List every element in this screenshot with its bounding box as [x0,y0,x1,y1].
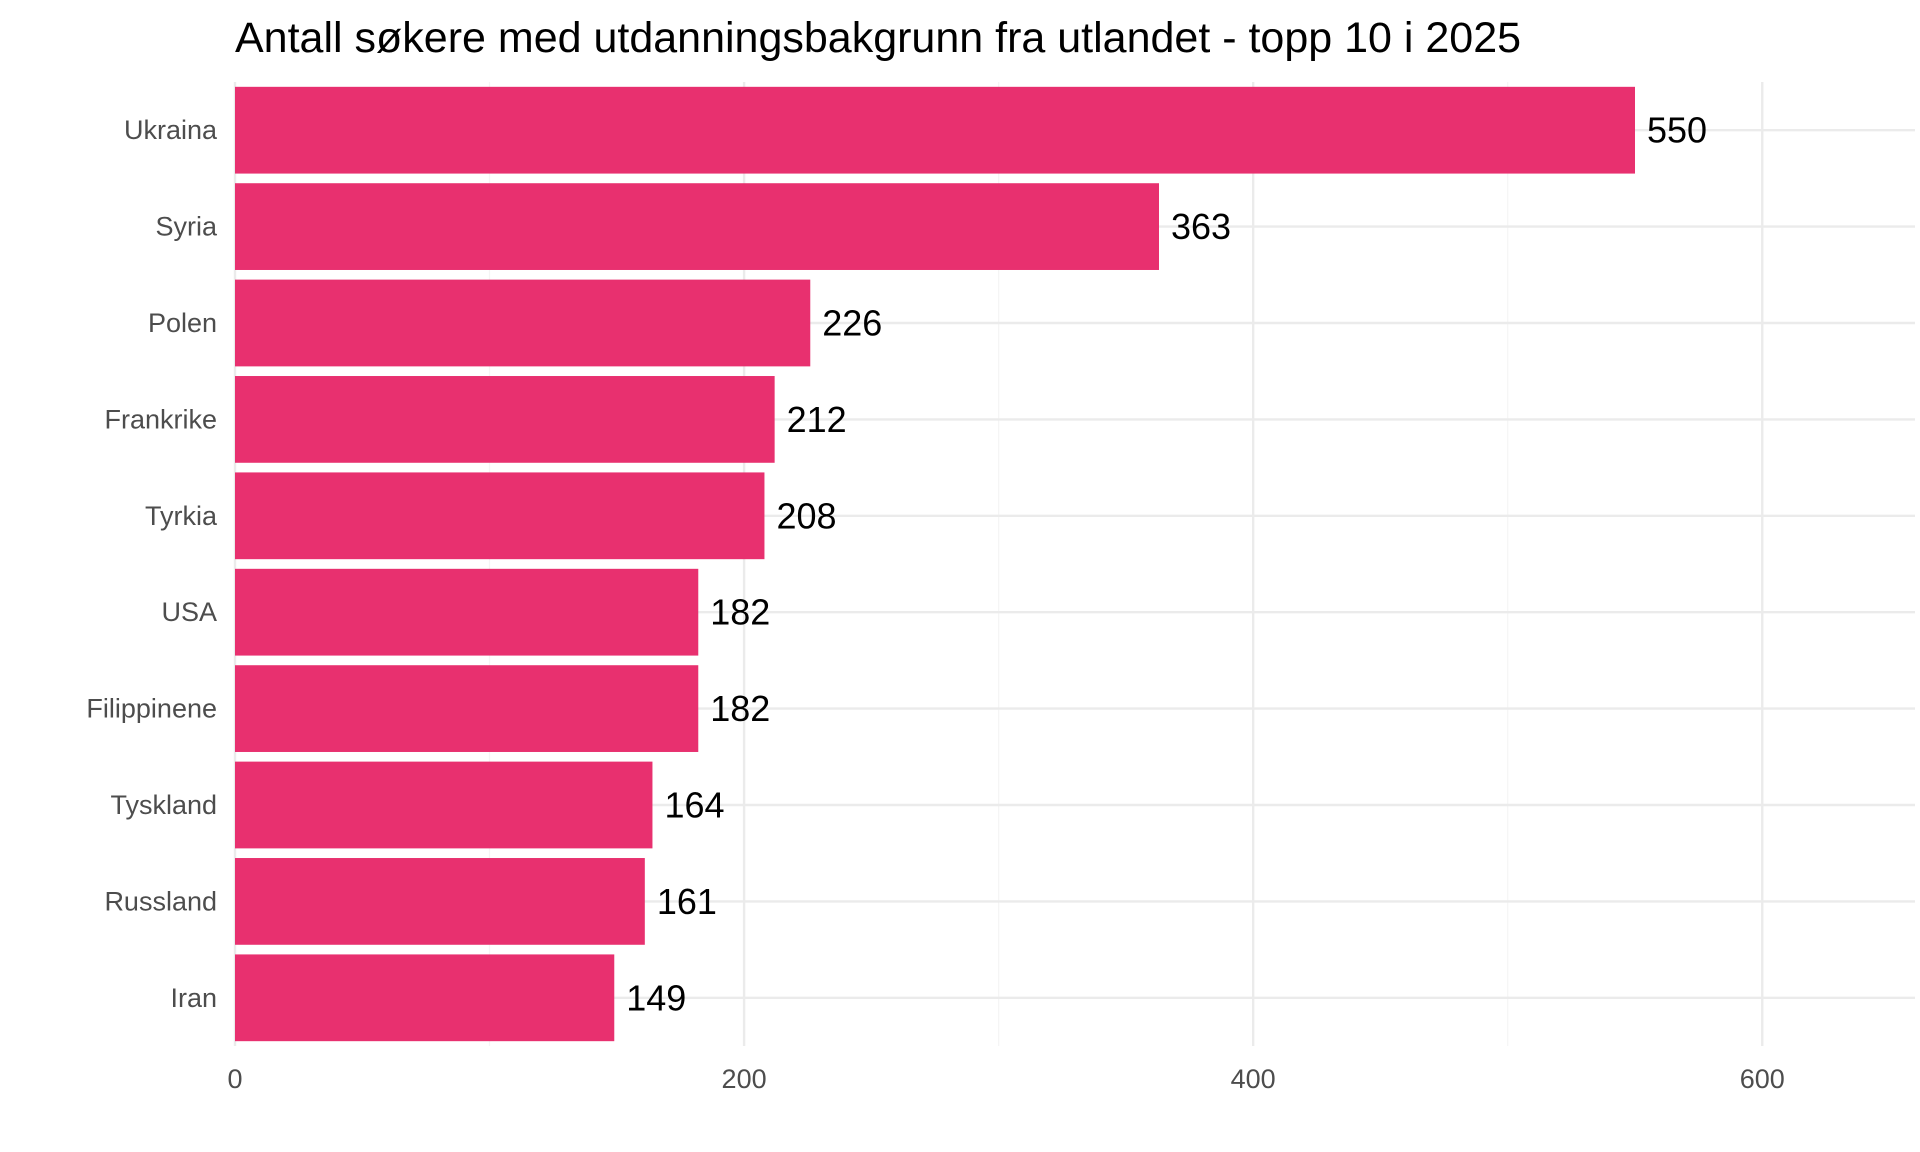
value-label-2: 226 [822,303,882,344]
value-label-1: 363 [1171,206,1231,247]
bar-4 [235,472,765,560]
value-label-9: 149 [626,977,686,1018]
value-label-8: 161 [657,881,717,922]
x-tick-label-0: 0 [227,1064,242,1094]
category-label-1: Syria [155,212,217,242]
category-label-7: Tyskland [110,790,217,820]
bar-8 [235,858,645,945]
bar-3 [235,376,775,463]
category-label-3: Frankrike [104,404,217,434]
value-label-6: 182 [710,688,770,729]
value-label-4: 208 [776,495,836,536]
category-label-5: USA [161,597,217,627]
value-label-7: 164 [664,785,724,826]
x-tick-label-2: 400 [1231,1064,1276,1094]
category-label-6: Filippinene [86,694,217,724]
chart-title: Antall søkere med utdanningsbakgrunn fra… [235,14,1521,62]
bar-9 [235,954,615,1042]
y-axis-labels: Ukraina Syria Polen Frankrike Tyrkia USA Filip… [86,115,218,1013]
x-axis-tick-labels: 0 200 400 600 [227,1064,1784,1094]
bar-5 [235,568,699,656]
value-labels: 550 363 226 212 208 182 182 164 161 149 [626,110,1707,1019]
category-label-0: Ukraina [124,115,218,145]
x-tick-label-3: 600 [1740,1064,1785,1094]
value-label-3: 212 [787,399,847,440]
value-label-0: 550 [1647,110,1707,151]
bar-7 [235,761,653,849]
category-label-2: Polen [148,308,217,338]
bar-6 [235,665,699,752]
x-tick-label-1: 200 [722,1064,767,1094]
value-label-5: 182 [710,592,770,633]
bars [235,86,1635,1042]
bar-1 [235,183,1159,270]
category-label-4: Tyrkia [145,501,218,531]
category-label-8: Russland [104,886,217,916]
category-label-9: Iran [170,983,217,1013]
bar-0 [235,86,1635,174]
bar-2 [235,279,811,367]
